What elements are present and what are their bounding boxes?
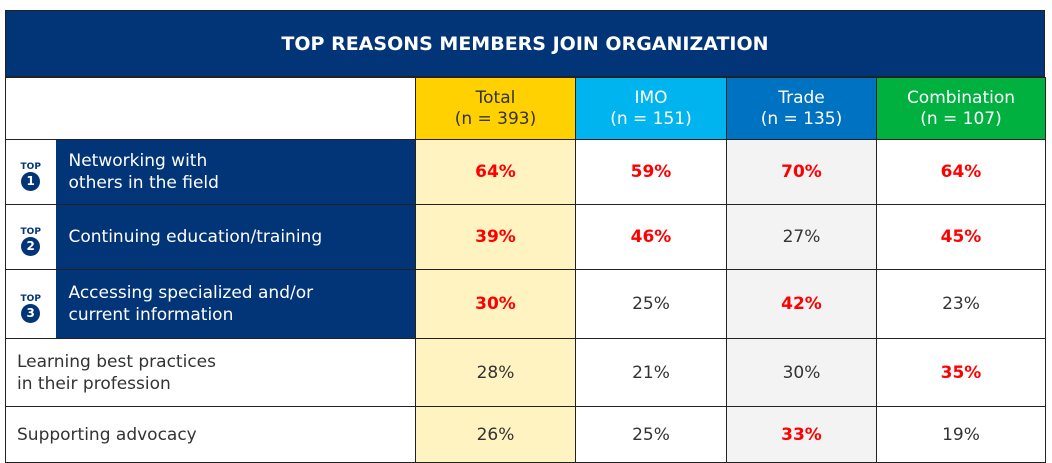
value-cell: 26% bbox=[415, 406, 576, 463]
row-label-line: Networking with bbox=[68, 151, 208, 171]
column-header-imo: IMO (n = 151) bbox=[575, 77, 727, 140]
value: 39% bbox=[475, 227, 516, 247]
top-badge: TOP 1 bbox=[5, 139, 56, 205]
value-cell: 25% bbox=[575, 269, 727, 339]
row-label-line: Continuing education/training bbox=[68, 227, 323, 247]
column-n: (n = 135) bbox=[760, 108, 843, 129]
top-badge: TOP 2 bbox=[5, 204, 56, 270]
value: 23% bbox=[942, 294, 980, 314]
column-header-combination: Combination (n = 107) bbox=[876, 77, 1046, 140]
value: 70% bbox=[781, 162, 822, 182]
row-label-line: Learning best practices bbox=[17, 351, 216, 372]
row-label: Learning best practices in their professi… bbox=[5, 338, 416, 407]
value: 42% bbox=[781, 294, 822, 314]
column-label: IMO bbox=[634, 87, 668, 108]
row-label: Networking with others in the field bbox=[55, 139, 416, 205]
value: 64% bbox=[475, 162, 516, 182]
top-rank-icon: TOP 3 bbox=[21, 294, 41, 323]
top-rank-icon: TOP 1 bbox=[21, 162, 41, 191]
value-cell: 42% bbox=[726, 269, 877, 339]
column-n: (n = 151) bbox=[610, 108, 692, 129]
value-cell: 25% bbox=[575, 406, 727, 463]
value-cell: 30% bbox=[726, 338, 877, 407]
value-cell: 39% bbox=[415, 204, 576, 270]
value-cell: 64% bbox=[415, 139, 576, 205]
column-label: Combination bbox=[906, 87, 1016, 108]
value-cell: 30% bbox=[415, 269, 576, 339]
value: 19% bbox=[942, 424, 980, 445]
value-cell: 59% bbox=[575, 139, 727, 205]
value: 26% bbox=[476, 424, 515, 445]
column-header-trade: Trade (n = 135) bbox=[726, 77, 877, 140]
column-n: (n = 107) bbox=[920, 108, 1002, 129]
column-label: Total bbox=[475, 87, 516, 108]
value: 64% bbox=[940, 162, 982, 182]
value: 46% bbox=[630, 227, 672, 247]
value-cell: 23% bbox=[876, 269, 1046, 339]
top-rank-icon: TOP 2 bbox=[21, 227, 41, 256]
column-header-total: Total (n = 393) bbox=[415, 77, 576, 140]
header-row: Total (n = 393) IMO (n = 151) Trade (n = 135)… bbox=[5, 77, 1046, 140]
table-row: Learning best practices in their professi… bbox=[5, 338, 1046, 407]
value: 33% bbox=[781, 424, 822, 445]
row-label: Supporting advocacy bbox=[5, 406, 416, 463]
table-row: TOP 2 Continuing education/training 39% 46% 2… bbox=[5, 204, 1046, 270]
top-badge: TOP 3 bbox=[5, 269, 56, 339]
value-cell: 27% bbox=[726, 204, 877, 270]
value: 30% bbox=[475, 294, 516, 314]
value: 25% bbox=[632, 294, 670, 314]
row-label-line: current information bbox=[68, 305, 234, 325]
table-title: TOP REASONS MEMBERS JOIN ORGANIZATION bbox=[5, 10, 1045, 77]
column-n: (n = 393) bbox=[454, 108, 537, 129]
value: 59% bbox=[630, 162, 672, 182]
value-cell: 33% bbox=[726, 406, 877, 463]
value-cell: 28% bbox=[415, 338, 576, 407]
column-label: Trade bbox=[778, 87, 825, 108]
header-blank bbox=[5, 77, 416, 140]
value: 28% bbox=[476, 362, 515, 383]
value: 30% bbox=[782, 362, 821, 383]
value: 21% bbox=[632, 362, 670, 383]
value-cell: 46% bbox=[575, 204, 727, 270]
value-cell: 21% bbox=[575, 338, 727, 407]
value: 45% bbox=[940, 227, 982, 247]
row-label: Accessing specialized and/or current info… bbox=[55, 269, 416, 339]
row-label: Continuing education/training bbox=[55, 204, 416, 270]
value: 27% bbox=[782, 227, 821, 247]
row-label-line: Accessing specialized and/or bbox=[68, 283, 314, 303]
row-label-line: in their profession bbox=[17, 373, 171, 394]
table-row: TOP 1 Networking with others in the field 64… bbox=[5, 139, 1046, 205]
value-cell: 35% bbox=[876, 338, 1046, 407]
value-cell: 70% bbox=[726, 139, 877, 205]
row-label-line: others in the field bbox=[68, 173, 219, 193]
row-label-line: Supporting advocacy bbox=[17, 424, 197, 445]
table-row: Supporting advocacy 26% 25% 33% 19% bbox=[5, 406, 1046, 463]
table-row: TOP 3 Accessing specialized and/or current … bbox=[5, 269, 1046, 339]
reasons-table: TOP REASONS MEMBERS JOIN ORGANIZATION To… bbox=[5, 10, 1046, 463]
value-cell: 19% bbox=[876, 406, 1046, 463]
value-cell: 64% bbox=[876, 139, 1046, 205]
value: 25% bbox=[632, 424, 670, 445]
value-cell: 45% bbox=[876, 204, 1046, 270]
value: 35% bbox=[940, 362, 982, 383]
